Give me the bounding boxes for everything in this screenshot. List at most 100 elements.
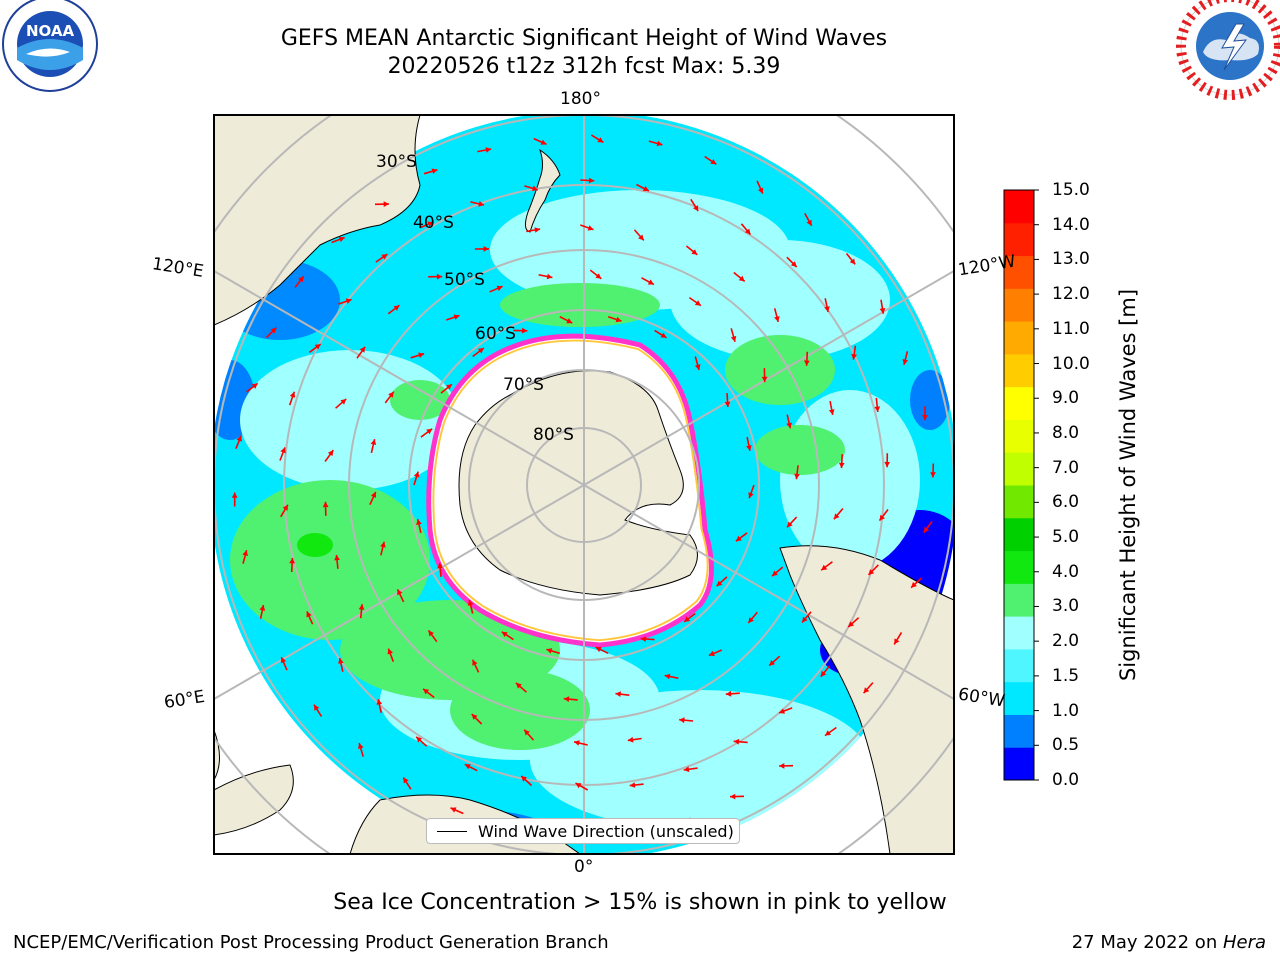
wave-arrow-head (879, 514, 885, 521)
wave-arrow-head (380, 541, 386, 548)
noaa-logo: NOAA (2, 0, 98, 92)
wave-arrow-head (359, 346, 366, 353)
colorbar-swatch (1004, 452, 1034, 486)
colorbar-swatch (1004, 747, 1034, 781)
wave-arrow-head (431, 168, 438, 174)
colorbar-tick-label: 10.0 (1052, 353, 1090, 374)
wave-arrow-head (478, 201, 485, 207)
colorbar-swatch (1004, 583, 1034, 617)
wave-arrow-head (522, 327, 528, 334)
colorbar-tick-label: 9.0 (1052, 388, 1080, 409)
lat-label-80s: 80°S (533, 425, 574, 445)
wave-arrow-head (314, 704, 320, 711)
colorbar-swatch (1004, 681, 1034, 715)
footer-credit: NCEP/EMC/Verification Post Processing Pr… (13, 932, 609, 953)
wave-arrow-head (521, 776, 527, 782)
wave-arrow-head (615, 691, 621, 697)
lon-label-0: 0° (574, 857, 594, 877)
colorbar-swatch (1004, 648, 1034, 683)
wave-arrow-head (340, 399, 347, 405)
lat-label-50s: 50°S (444, 270, 485, 290)
colorbar-border (1003, 189, 1035, 781)
wave-arrow-head (849, 258, 856, 265)
wave-arrow-head (280, 657, 287, 664)
wave-arrow-head (575, 783, 582, 789)
colorbar-swatch (1004, 288, 1034, 322)
wave-arrow-head (725, 690, 732, 697)
wave-arrow-head (231, 492, 238, 498)
wave-arrow-head (485, 147, 492, 153)
wave-arrow-head (802, 616, 808, 623)
wave-arrow-head (597, 137, 604, 143)
wave-arrow-head (693, 205, 699, 212)
wave-arrow-head (694, 364, 701, 370)
legend-line-sample (437, 831, 467, 832)
wave-arrow-head (388, 391, 394, 398)
wave-arrow-head (416, 736, 422, 743)
wave-arrow-head (563, 696, 570, 702)
chart-subtitle: 20220526 t12z 312h fcst Max: 5.39 (387, 54, 781, 79)
wave-arrow-head (691, 249, 698, 255)
colorbar-tick-label: 15.0 (1052, 180, 1090, 200)
wave-arrow-head (794, 473, 800, 480)
wave-arrow-head (923, 526, 930, 533)
colorbar-tick-label: 11.0 (1052, 318, 1090, 339)
wave-arrow-head (772, 570, 778, 577)
colorbar-tick-label: 0.5 (1052, 735, 1080, 756)
wave-arrow-head (930, 472, 936, 478)
wave-direction-arrows (231, 134, 936, 836)
wave-arrow-head (496, 285, 503, 291)
colorbar-tick-label: 8.0 (1052, 422, 1080, 443)
wave-arrow-head (416, 519, 422, 525)
wave-arrow-head (733, 738, 740, 745)
colorbar-tick-label: 6.0 (1052, 492, 1080, 513)
wave-arrow-head (851, 354, 857, 360)
colorbar-tick-label: 2.0 (1052, 631, 1080, 652)
wave-arrow-head (748, 492, 754, 499)
wave-arrow-head (259, 605, 266, 611)
wave-arrow-head (627, 736, 634, 743)
wave-arrow-head (327, 450, 334, 457)
wave-arrow-head (501, 631, 508, 638)
wave-arrow-head (242, 550, 248, 556)
wave-arrow-head (787, 521, 793, 528)
wave-arrow-head (477, 348, 484, 354)
wave-arrow-head (790, 261, 797, 267)
wave-arrow-head (647, 279, 654, 285)
wave-arrow-head (446, 384, 452, 390)
colorbar-tick-label: 13.0 (1052, 249, 1090, 270)
wave-arrow-head (902, 359, 909, 365)
colorbar-swatch (1004, 190, 1034, 224)
wave-arrow-head (640, 636, 647, 642)
colorbar-tick-label: 3.0 (1052, 596, 1080, 617)
wave-arrow-head (868, 569, 875, 575)
wave-arrow-head (450, 807, 457, 813)
wave-arrow-head (683, 766, 690, 773)
colorbar-tick-label: 14.0 (1052, 214, 1090, 235)
wave-arrow-head (804, 360, 810, 366)
wave-arrow-head (524, 729, 530, 736)
lat-label-70s: 70°S (503, 375, 544, 395)
wave-arrow-head (779, 708, 785, 714)
wave-arrow-head (376, 699, 383, 705)
lon-label-180: 180° (560, 89, 601, 109)
wave-arrow-head (738, 275, 745, 282)
wave-arrow-head (820, 670, 827, 677)
wave-arrow-head (467, 599, 474, 606)
wave-arrow-head (289, 391, 296, 398)
colorbar-tick-label: 1.5 (1052, 665, 1080, 686)
wave-arrow-head (786, 422, 792, 429)
footer-date-text: 27 May 2022 on (1071, 932, 1223, 953)
colorbar-swatch (1004, 616, 1034, 650)
wave-arrow-head (746, 445, 752, 451)
colorbar-tick-label: 1.0 (1052, 700, 1080, 721)
wave-arrow-head (838, 462, 845, 469)
colorbar-swatch (1004, 222, 1034, 257)
wave-arrow-head (453, 314, 460, 320)
colorbar-swatch (1004, 550, 1034, 584)
wave-arrow-head (748, 617, 754, 623)
wave-arrow-head (588, 177, 595, 184)
wave-arrow-head (710, 159, 717, 165)
wave-arrow-head (716, 580, 723, 587)
